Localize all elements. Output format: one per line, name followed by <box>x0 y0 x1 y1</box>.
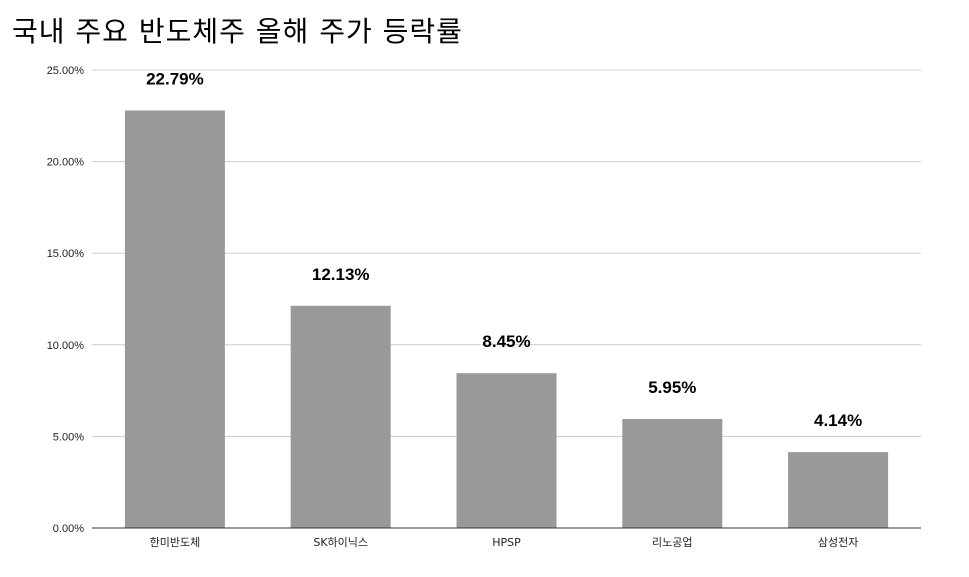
bar <box>124 110 225 529</box>
bars <box>124 110 889 529</box>
bar <box>456 373 557 528</box>
data-label: 12.13% <box>312 265 370 284</box>
x-tick-label: SK하이닉스 <box>313 535 368 549</box>
x-tick-label: 삼성전자 <box>818 536 858 549</box>
y-tick-label: 25.00% <box>47 65 85 77</box>
data-label: 22.79% <box>146 69 204 88</box>
data-label: 5.95% <box>648 378 696 397</box>
y-tick-label: 10.00% <box>47 340 85 352</box>
y-axis-ticks: 0.00% 5.00% 10.00% 15.00% 20.00% 25.00% <box>47 65 85 535</box>
data-label: 8.45% <box>482 332 530 351</box>
y-tick-label: 15.00% <box>47 248 85 260</box>
y-tick-label: 20.00% <box>47 157 85 169</box>
gridlines <box>92 69 921 437</box>
data-labels: 22.79% 12.13% 8.45% 5.95% 4.14% <box>146 69 862 430</box>
x-tick-label: HPSP <box>492 536 521 549</box>
data-label: 4.14% <box>814 411 862 430</box>
x-tick-label: 한미반도체 <box>150 536 201 549</box>
y-tick-label: 5.00% <box>53 431 84 443</box>
bar <box>622 418 723 528</box>
bar <box>788 452 889 528</box>
bar <box>290 305 391 528</box>
x-tick-label: 리노공업 <box>652 536 692 549</box>
chart-title: 국내 주요 반도체주 올해 주가 등락률 <box>12 15 463 48</box>
x-axis-labels: 한미반도체 SK하이닉스 HPSP 리노공업 삼성전자 <box>150 535 859 549</box>
y-tick-label: 0.00% <box>53 523 84 535</box>
